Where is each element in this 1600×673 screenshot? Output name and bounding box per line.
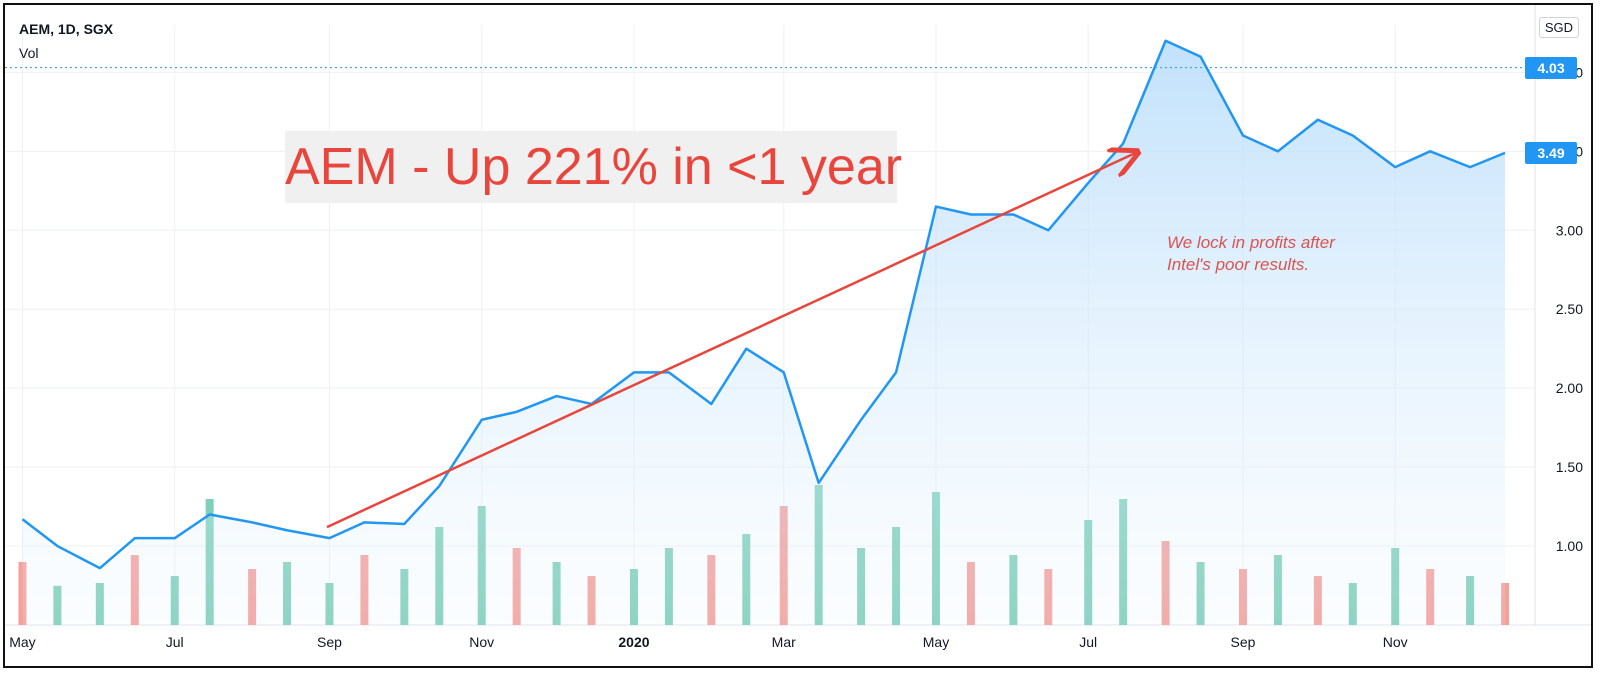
price-area [22, 40, 1506, 625]
chart-frame: 1.001.502.002.503.003.504.00 MayJulSepNo… [3, 3, 1593, 668]
x-tick-label: Nov [1383, 634, 1408, 650]
price-level-badge: 4.03 [1525, 56, 1577, 79]
trend-arrow-line [326, 153, 1136, 529]
trend-arrow [5, 67, 1535, 529]
price-chart: 1.001.502.002.503.003.504.00 MayJulSepNo… [5, 5, 1591, 650]
x-tick-label: May [923, 634, 949, 650]
last-price-badge: 3.49 [1525, 141, 1577, 164]
x-tick-label: Mar [772, 634, 796, 650]
x-tick-label: Nov [469, 634, 494, 650]
x-tick-label: Jul [166, 634, 184, 650]
x-tick-label: 2020 [618, 634, 649, 650]
y-axis: 1.001.502.002.503.003.504.00 [1556, 64, 1583, 554]
note-line-1: We lock in profits after [1167, 233, 1335, 252]
price-area-fill [22, 40, 1506, 625]
currency-button[interactable]: SGD [1538, 17, 1579, 38]
x-tick-label: Sep [317, 634, 342, 650]
price-line-path [21, 39, 1506, 570]
volume-indicator-label[interactable]: Vol [19, 45, 39, 61]
y-tick-label: 2.50 [1556, 301, 1583, 317]
note-line-2: Intel's poor results. [1167, 255, 1310, 274]
x-tick-label: May [9, 634, 35, 650]
y-tick-label: 2.00 [1556, 380, 1583, 396]
y-tick-label: 3.00 [1556, 222, 1583, 238]
headline-annotation: AEM - Up 221% in <1 year [285, 131, 902, 203]
x-axis: May Jul Sep Nov 2020 Mar May Jul Sep Nov [9, 634, 1407, 650]
x-tick-label: Jul [1079, 634, 1097, 650]
x-tick-label: Sep [1231, 634, 1256, 650]
volume-bar [18, 562, 27, 625]
price-line [21, 39, 1506, 570]
y-tick-label: 1.50 [1556, 459, 1583, 475]
note-annotation: We lock in profits after Intel's poor re… [1167, 232, 1335, 276]
symbol-title[interactable]: AEM, 1D, SGX [19, 21, 114, 37]
y-tick-label: 1.00 [1556, 538, 1583, 554]
